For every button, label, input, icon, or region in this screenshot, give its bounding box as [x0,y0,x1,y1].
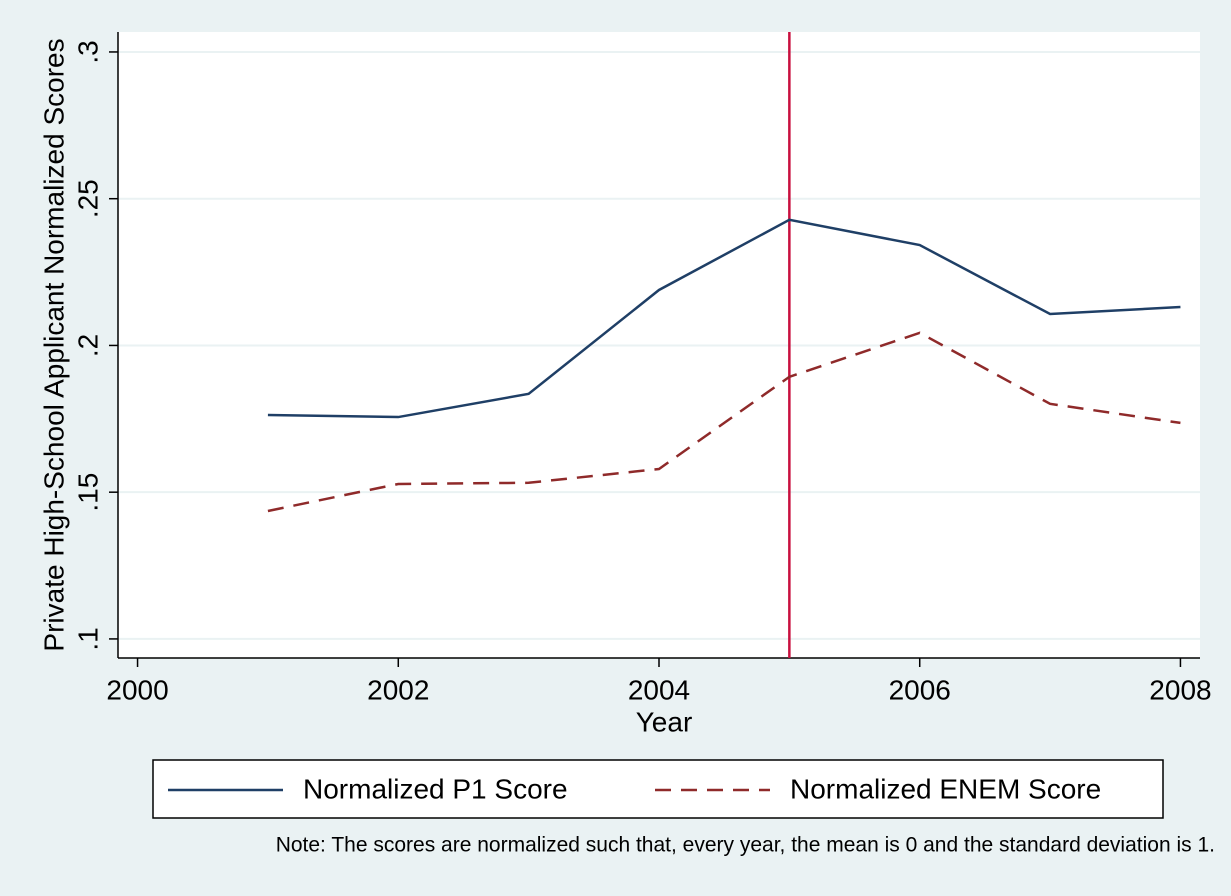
x-tick-label: 2002 [367,674,429,705]
y-axis-title: Private High-School Applicant Normalized… [38,38,69,651]
series-line [267,331,1181,513]
y-tick-label: .25 [72,179,103,218]
legend [152,759,1164,819]
x-tick-label: 2000 [106,674,168,705]
x-axis-title: Year [636,706,693,737]
y-tick-label: .2 [72,334,103,357]
legend-label: Normalized ENEM Score [790,773,1101,804]
legend-label: Normalized P1 Score [303,773,568,804]
series-line [267,218,1181,419]
y-tick-label: .1 [72,627,103,650]
y-tick-label: .3 [72,40,103,63]
note: Note: The scores are normalized such tha… [276,834,1215,857]
x-tick-label: 2006 [889,674,951,705]
y-tick-label: .15 [72,473,103,512]
x-tick-label: 2004 [628,674,690,705]
x-tick-label: 2008 [1149,674,1211,705]
